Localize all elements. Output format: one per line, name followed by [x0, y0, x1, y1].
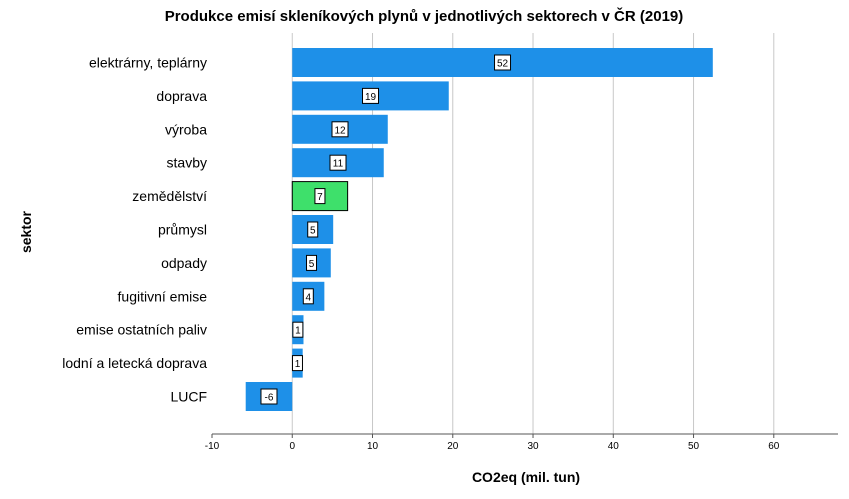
category-label: výroba — [165, 121, 207, 137]
value-label-box — [302, 288, 314, 305]
value-label: 52 — [497, 59, 509, 70]
x-tick-label: -10 — [205, 441, 220, 452]
x-tick-label: 20 — [447, 441, 459, 452]
category-label: stavby — [167, 155, 207, 171]
y-axis-title: sektor — [18, 210, 34, 253]
category-label: elektrárny, teplárny — [89, 55, 207, 71]
value-label: -6 — [265, 393, 274, 404]
value-label-box — [292, 321, 304, 338]
x-tick-label: 30 — [527, 441, 539, 452]
value-label-box — [362, 87, 380, 104]
value-label-box — [331, 121, 349, 138]
value-label: 5 — [309, 259, 315, 270]
chart-title: Produkce emisí skleníkových plynů v jedn… — [165, 7, 684, 25]
x-axis-title: CO2eq (mil. tun) — [472, 469, 580, 485]
x-tick-label: 40 — [608, 441, 620, 452]
category-label: zemědělství — [132, 188, 207, 204]
category-label: doprava — [156, 88, 207, 104]
value-label: 5 — [310, 226, 316, 237]
value-label: 4 — [306, 292, 312, 303]
value-label: 12 — [334, 125, 346, 136]
value-label: 11 — [333, 159, 344, 170]
value-label-box — [329, 154, 347, 171]
x-tick-label: 60 — [768, 441, 780, 452]
x-ticks: -10 0 10 20 30 40 50 60 — [205, 434, 780, 452]
value-label: 1 — [295, 359, 301, 370]
category-label: fugitivní emise — [118, 288, 208, 304]
category-label: odpady — [161, 255, 207, 271]
category-labels: elektrárny, teplárny doprava výroba stavby z… — [62, 55, 207, 405]
value-label: 1 — [295, 326, 301, 337]
x-tick-label: 50 — [688, 441, 700, 452]
value-label: 7 — [317, 192, 323, 203]
value-label-box — [260, 388, 278, 405]
x-tick-label: 10 — [367, 441, 379, 452]
x-tick-label: 0 — [289, 441, 295, 452]
category-label: průmysl — [158, 222, 207, 238]
value-label-box — [291, 355, 303, 372]
category-label: LUCF — [170, 389, 207, 405]
value-label: 19 — [365, 92, 377, 103]
value-label-box — [307, 221, 319, 238]
value-label-box — [306, 254, 318, 271]
value-label-box — [494, 54, 512, 71]
category-label: lodní a letecká doprava — [62, 355, 207, 371]
value-label-box — [314, 188, 326, 205]
category-label: emise ostatních paliv — [76, 322, 207, 338]
